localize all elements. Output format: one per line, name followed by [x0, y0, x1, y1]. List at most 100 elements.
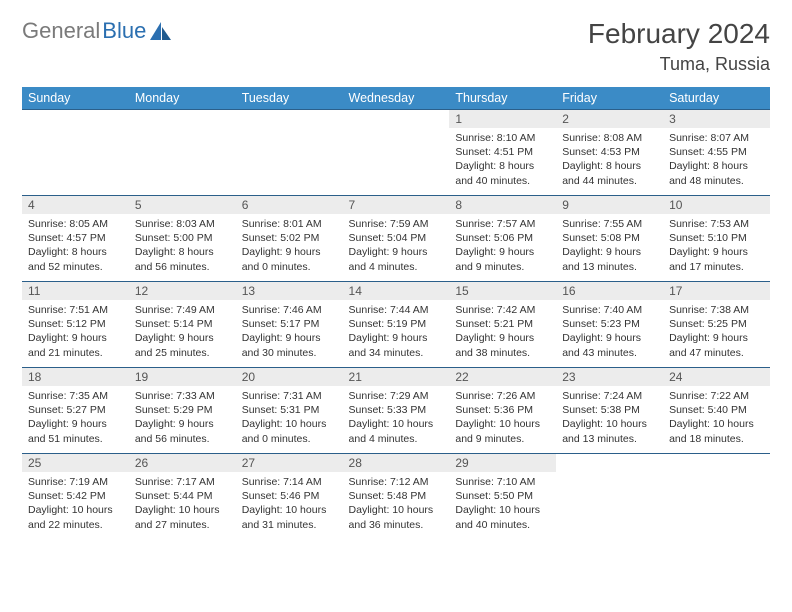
logo-text-1: General: [22, 18, 100, 44]
day-body: Sunrise: 7:59 AMSunset: 5:04 PMDaylight:…: [343, 214, 450, 278]
calendar-row: 11Sunrise: 7:51 AMSunset: 5:12 PMDayligh…: [22, 282, 770, 368]
daylight-text: Daylight: 9 hours and 13 minutes.: [562, 245, 657, 273]
sunrise-text: Sunrise: 7:55 AM: [562, 217, 657, 231]
sunset-text: Sunset: 4:53 PM: [562, 145, 657, 159]
title-block: February 2024 Tuma, Russia: [588, 18, 770, 75]
day-number: 11: [22, 282, 129, 300]
sunrise-text: Sunrise: 7:22 AM: [669, 389, 764, 403]
daylight-text: Daylight: 10 hours and 9 minutes.: [455, 417, 550, 445]
daylight-text: Daylight: 9 hours and 38 minutes.: [455, 331, 550, 359]
sunset-text: Sunset: 5:12 PM: [28, 317, 123, 331]
daylight-text: Daylight: 9 hours and 9 minutes.: [455, 245, 550, 273]
calendar-cell: 29Sunrise: 7:10 AMSunset: 5:50 PMDayligh…: [449, 454, 556, 540]
calendar-row: 18Sunrise: 7:35 AMSunset: 5:27 PMDayligh…: [22, 368, 770, 454]
day-body: Sunrise: 8:05 AMSunset: 4:57 PMDaylight:…: [22, 214, 129, 278]
sunrise-text: Sunrise: 7:40 AM: [562, 303, 657, 317]
day-body: Sunrise: 7:12 AMSunset: 5:48 PMDaylight:…: [343, 472, 450, 536]
sunset-text: Sunset: 5:48 PM: [349, 489, 444, 503]
calendar-cell: 26Sunrise: 7:17 AMSunset: 5:44 PMDayligh…: [129, 454, 236, 540]
calendar-cell-empty: [343, 110, 450, 196]
day-number: 16: [556, 282, 663, 300]
daylight-text: Daylight: 9 hours and 51 minutes.: [28, 417, 123, 445]
calendar-cell: 4Sunrise: 8:05 AMSunset: 4:57 PMDaylight…: [22, 196, 129, 282]
sunrise-text: Sunrise: 7:53 AM: [669, 217, 764, 231]
day-body: Sunrise: 7:53 AMSunset: 5:10 PMDaylight:…: [663, 214, 770, 278]
day-body: Sunrise: 7:22 AMSunset: 5:40 PMDaylight:…: [663, 386, 770, 450]
sunrise-text: Sunrise: 7:31 AM: [242, 389, 337, 403]
daylight-text: Daylight: 8 hours and 40 minutes.: [455, 159, 550, 187]
calendar-cell: 2Sunrise: 8:08 AMSunset: 4:53 PMDaylight…: [556, 110, 663, 196]
day-header: Friday: [556, 87, 663, 110]
calendar-cell-empty: [22, 110, 129, 196]
daylight-text: Daylight: 9 hours and 21 minutes.: [28, 331, 123, 359]
day-number: 29: [449, 454, 556, 472]
sunrise-text: Sunrise: 7:57 AM: [455, 217, 550, 231]
sunrise-text: Sunrise: 7:51 AM: [28, 303, 123, 317]
sunrise-text: Sunrise: 7:14 AM: [242, 475, 337, 489]
day-body: Sunrise: 7:10 AMSunset: 5:50 PMDaylight:…: [449, 472, 556, 536]
day-number: 9: [556, 196, 663, 214]
calendar-cell: 11Sunrise: 7:51 AMSunset: 5:12 PMDayligh…: [22, 282, 129, 368]
day-body: Sunrise: 8:08 AMSunset: 4:53 PMDaylight:…: [556, 128, 663, 192]
day-body: Sunrise: 7:42 AMSunset: 5:21 PMDaylight:…: [449, 300, 556, 364]
day-number: 3: [663, 110, 770, 128]
sunrise-text: Sunrise: 8:01 AM: [242, 217, 337, 231]
day-number: 26: [129, 454, 236, 472]
day-number: 23: [556, 368, 663, 386]
sunset-text: Sunset: 5:50 PM: [455, 489, 550, 503]
sunrise-text: Sunrise: 7:42 AM: [455, 303, 550, 317]
sunrise-text: Sunrise: 7:26 AM: [455, 389, 550, 403]
logo-sail-icon: [150, 22, 172, 40]
day-number: 7: [343, 196, 450, 214]
sunset-text: Sunset: 5:17 PM: [242, 317, 337, 331]
day-number: 15: [449, 282, 556, 300]
day-body: Sunrise: 7:40 AMSunset: 5:23 PMDaylight:…: [556, 300, 663, 364]
day-number: 24: [663, 368, 770, 386]
day-body: Sunrise: 7:38 AMSunset: 5:25 PMDaylight:…: [663, 300, 770, 364]
logo-text-2: Blue: [102, 18, 146, 44]
day-number: 27: [236, 454, 343, 472]
calendar-body: 1Sunrise: 8:10 AMSunset: 4:51 PMDaylight…: [22, 110, 770, 540]
sunset-text: Sunset: 4:51 PM: [455, 145, 550, 159]
location: Tuma, Russia: [588, 54, 770, 75]
sunset-text: Sunset: 5:38 PM: [562, 403, 657, 417]
day-number: 14: [343, 282, 450, 300]
calendar-cell: 21Sunrise: 7:29 AMSunset: 5:33 PMDayligh…: [343, 368, 450, 454]
day-body: Sunrise: 7:51 AMSunset: 5:12 PMDaylight:…: [22, 300, 129, 364]
day-number: 22: [449, 368, 556, 386]
day-number: 1: [449, 110, 556, 128]
day-header: Thursday: [449, 87, 556, 110]
sunset-text: Sunset: 5:06 PM: [455, 231, 550, 245]
sunset-text: Sunset: 5:42 PM: [28, 489, 123, 503]
calendar-row: 1Sunrise: 8:10 AMSunset: 4:51 PMDaylight…: [22, 110, 770, 196]
daylight-text: Daylight: 10 hours and 27 minutes.: [135, 503, 230, 531]
day-number: 10: [663, 196, 770, 214]
day-body: Sunrise: 7:44 AMSunset: 5:19 PMDaylight:…: [343, 300, 450, 364]
calendar-cell: 17Sunrise: 7:38 AMSunset: 5:25 PMDayligh…: [663, 282, 770, 368]
sunrise-text: Sunrise: 8:07 AM: [669, 131, 764, 145]
day-number: 17: [663, 282, 770, 300]
sunrise-text: Sunrise: 7:33 AM: [135, 389, 230, 403]
day-body: Sunrise: 7:57 AMSunset: 5:06 PMDaylight:…: [449, 214, 556, 278]
day-number: 6: [236, 196, 343, 214]
daylight-text: Daylight: 9 hours and 34 minutes.: [349, 331, 444, 359]
sunrise-text: Sunrise: 7:44 AM: [349, 303, 444, 317]
day-number: 21: [343, 368, 450, 386]
sunrise-text: Sunrise: 7:46 AM: [242, 303, 337, 317]
calendar-cell: 7Sunrise: 7:59 AMSunset: 5:04 PMDaylight…: [343, 196, 450, 282]
day-number: 2: [556, 110, 663, 128]
daylight-text: Daylight: 10 hours and 31 minutes.: [242, 503, 337, 531]
day-number: 13: [236, 282, 343, 300]
daylight-text: Daylight: 9 hours and 17 minutes.: [669, 245, 764, 273]
sunset-text: Sunset: 5:31 PM: [242, 403, 337, 417]
day-header: Sunday: [22, 87, 129, 110]
sunset-text: Sunset: 5:02 PM: [242, 231, 337, 245]
daylight-text: Daylight: 10 hours and 13 minutes.: [562, 417, 657, 445]
day-body: Sunrise: 7:26 AMSunset: 5:36 PMDaylight:…: [449, 386, 556, 450]
day-body: Sunrise: 7:55 AMSunset: 5:08 PMDaylight:…: [556, 214, 663, 278]
day-header: Monday: [129, 87, 236, 110]
day-body: Sunrise: 7:24 AMSunset: 5:38 PMDaylight:…: [556, 386, 663, 450]
sunset-text: Sunset: 5:27 PM: [28, 403, 123, 417]
daylight-text: Daylight: 9 hours and 0 minutes.: [242, 245, 337, 273]
sunrise-text: Sunrise: 7:10 AM: [455, 475, 550, 489]
